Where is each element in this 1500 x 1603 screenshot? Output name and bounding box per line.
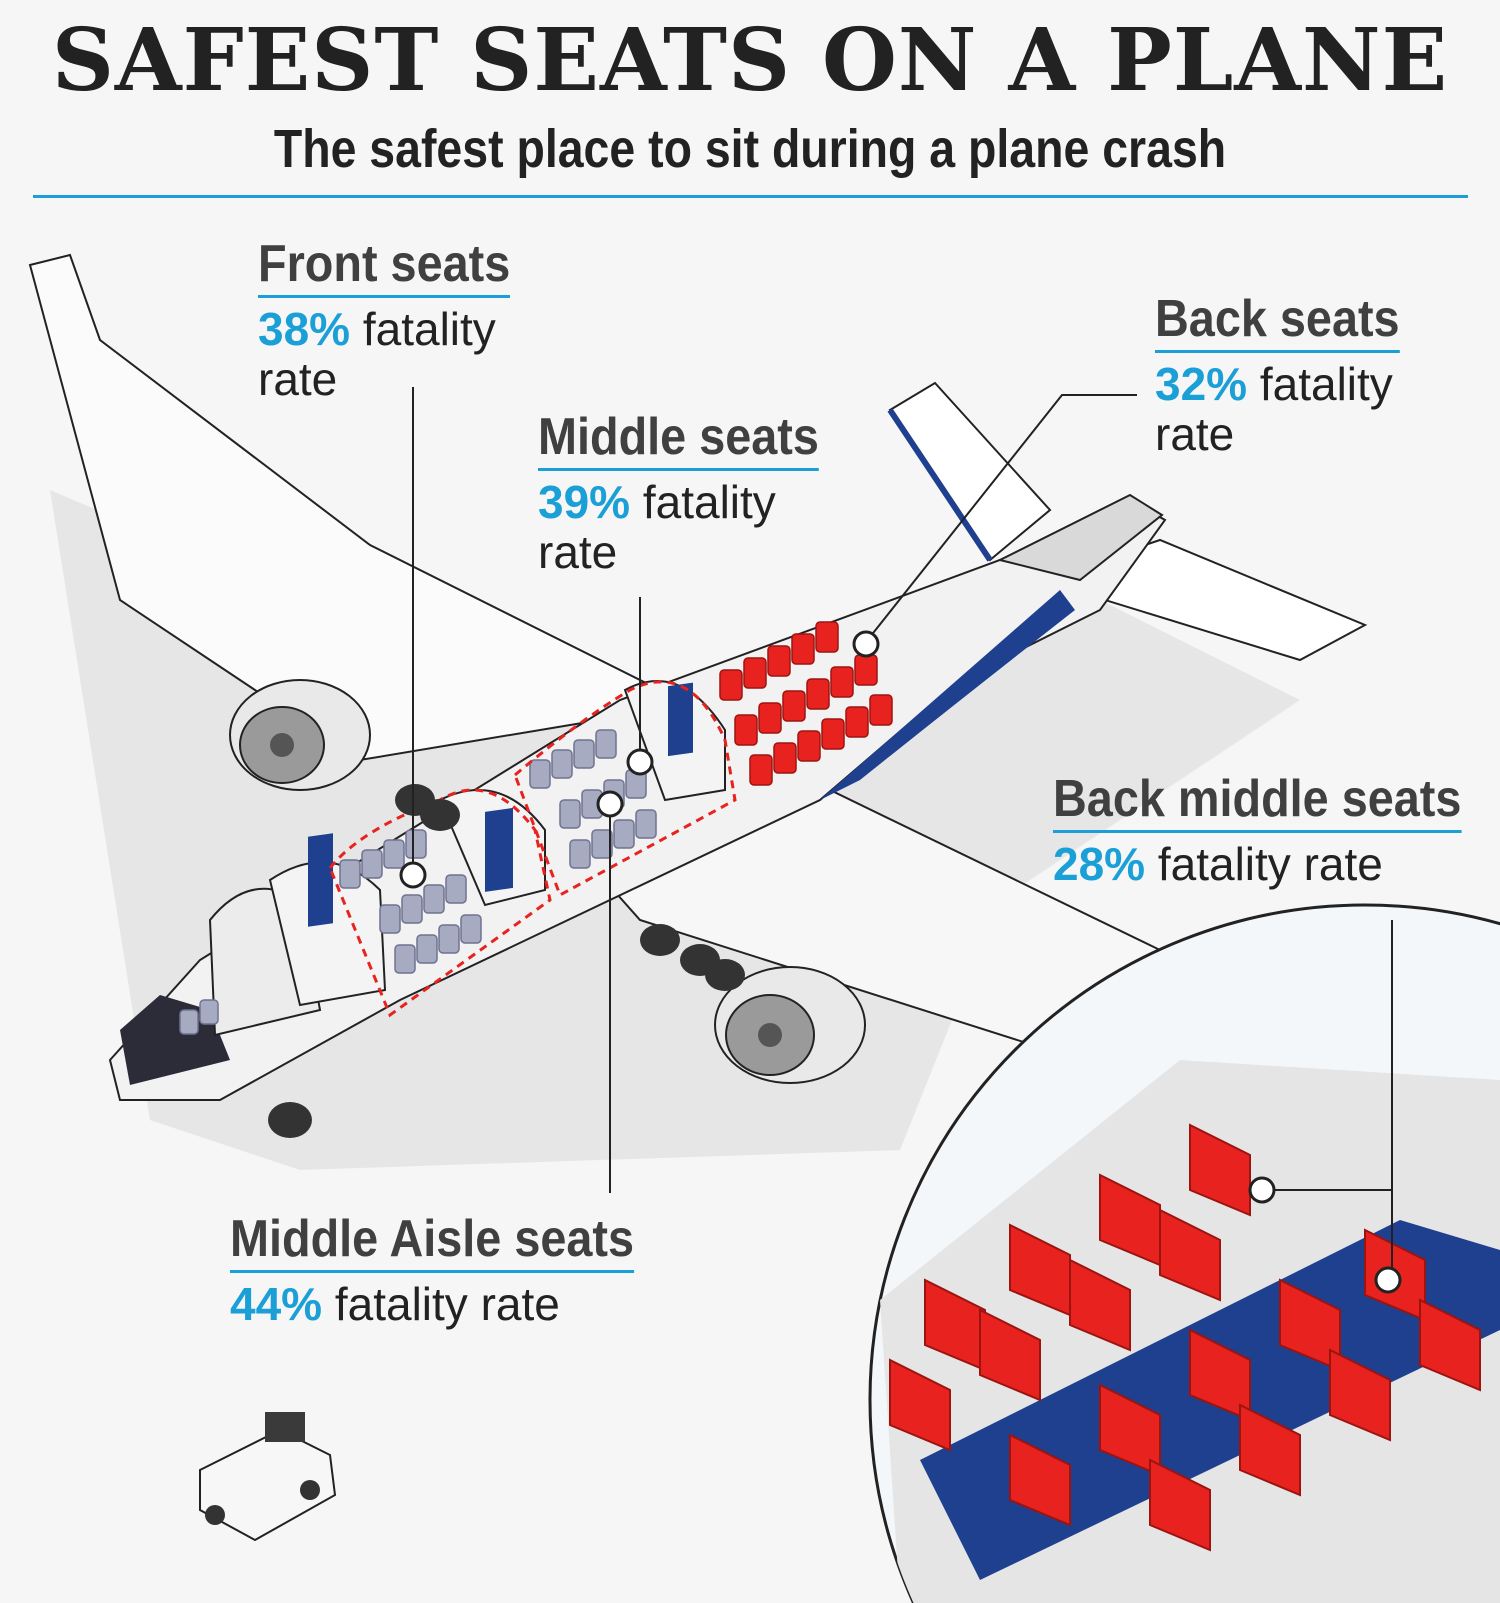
middle-seats-rate: 39% fatality rate xyxy=(538,476,776,578)
back-middle-seat-marker-1 xyxy=(1248,1176,1276,1204)
page-subtitle: The safest place to sit during a plane c… xyxy=(273,119,1227,179)
front-seats-percent: 38% xyxy=(258,303,351,355)
middle-aisle-seats-heading: Middle Aisle seats xyxy=(230,1210,635,1273)
front-seats-rate: 38% fatality rate xyxy=(258,303,496,405)
left-engine xyxy=(229,679,371,791)
page-title: SAFEST SEATS ON A PLANE xyxy=(51,10,1449,111)
back-seats-rate: 32% fatality rate xyxy=(1155,358,1393,460)
back-seats-label: Back seats 32% fatality rate xyxy=(1155,290,1427,459)
back-middle-seats-percent: 28% xyxy=(1053,838,1146,890)
back-seats-percent: 32% xyxy=(1155,358,1248,410)
middle-seats-percent: 39% xyxy=(538,476,631,528)
back-middle-seats-rate: 28% fatality rate xyxy=(1053,838,1383,890)
back-seats-heading: Back seats xyxy=(1155,290,1400,353)
zoom-red-seats xyxy=(889,1123,1481,1552)
middle-aisle-seats-label: Middle Aisle seats 44% fatality rate xyxy=(230,1210,679,1329)
middle-aisle-seats-rate: 44% fatality rate xyxy=(230,1278,560,1330)
right-engine xyxy=(714,966,866,1084)
title-divider xyxy=(33,195,1468,198)
back-middle-seat-marker-2 xyxy=(1374,1266,1402,1294)
front-seat-group xyxy=(179,829,482,1035)
middle-seats-label: Middle seats 39% fatality rate xyxy=(538,408,850,577)
back-middle-seats-label: Back middle seats 28% fatality rate xyxy=(1053,770,1500,889)
landing-gear xyxy=(268,784,745,1138)
aisle-seat-marker xyxy=(596,790,624,818)
back-middle-seats-heading: Back middle seats xyxy=(1053,770,1462,833)
baggage-tug xyxy=(199,1412,337,1542)
back-leader-line xyxy=(865,394,1137,643)
front-section-outline xyxy=(328,788,552,1018)
back-seat-marker xyxy=(852,630,880,658)
front-seat-marker xyxy=(399,861,427,889)
front-seats-label: Front seats 38% fatality rate xyxy=(258,235,538,404)
front-seats-heading: Front seats xyxy=(258,235,511,298)
fuselage-stripe xyxy=(820,590,1075,800)
middle-seat-marker xyxy=(626,748,654,776)
middle-seats-heading: Middle seats xyxy=(538,408,819,471)
middle-aisle-seats-percent: 44% xyxy=(230,1278,323,1330)
